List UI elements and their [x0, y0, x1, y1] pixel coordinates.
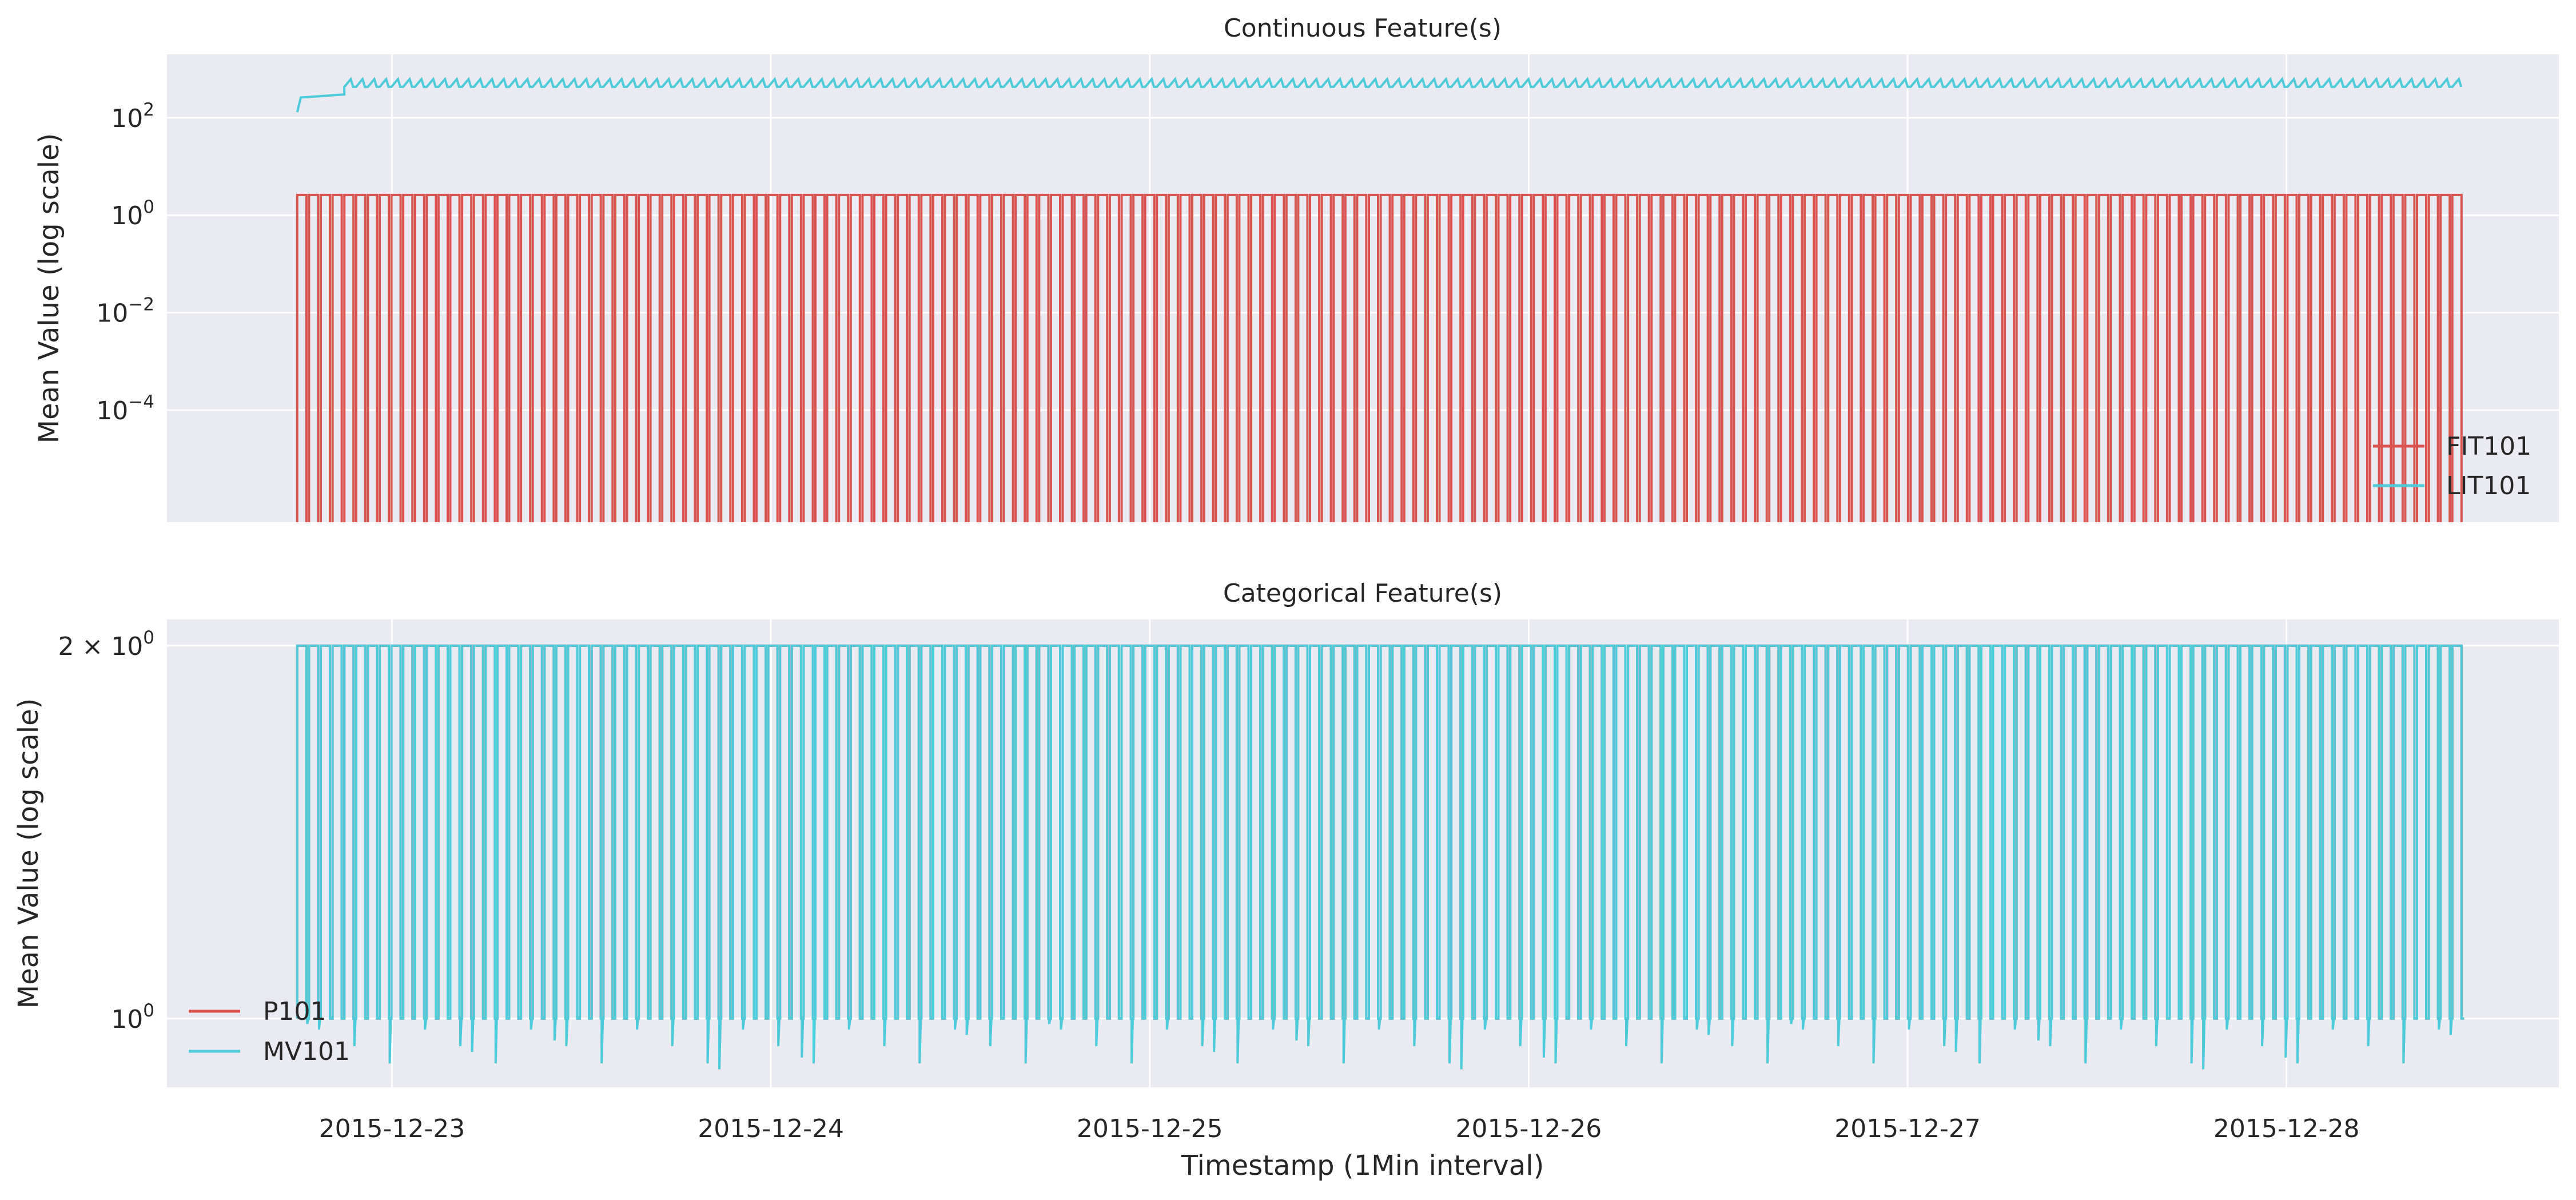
- continuous-panel: 102 100 10−2 10−4 Continuous Feature(s) Mea…: [33, 14, 2559, 522]
- x-tick-label: 2015-12-23: [319, 1114, 465, 1143]
- x-tick-label: 2015-12-27: [1834, 1114, 1981, 1143]
- legend-item-lit101: LIT101: [2373, 471, 2531, 500]
- y-tick-label: 10−2: [96, 295, 154, 328]
- legend-item-fit101: FIT101: [2373, 432, 2531, 461]
- legend-label-lit101: LIT101: [2446, 471, 2531, 500]
- y-tick-label: 10−4: [96, 392, 154, 426]
- categorical-legend: P101 MV101: [189, 997, 350, 1066]
- x-tick-label: 2015-12-28: [2213, 1114, 2360, 1143]
- y-tick-label: 100: [111, 1000, 154, 1034]
- categorical-x-tick-labels: 2015-12-23 2015-12-24 2015-12-25 2015-12-26…: [319, 1114, 2360, 1143]
- legend-label-mv101: MV101: [263, 1037, 350, 1066]
- continuous-title: Continuous Feature(s): [1224, 14, 1502, 43]
- x-axis-label: Timestamp (1Min interval): [1181, 1150, 1544, 1182]
- y-tick-label: 100: [111, 197, 154, 231]
- legend-label-p101: P101: [263, 997, 327, 1026]
- x-tick-label: 2015-12-24: [698, 1114, 844, 1143]
- continuous-lines: [296, 77, 2463, 522]
- categorical-y-axis-label: Mean Value (log scale): [13, 698, 45, 1009]
- y-tick-label: 2 × 100: [58, 627, 154, 661]
- continuous-legend: FIT101 LIT101: [2373, 432, 2531, 500]
- continuous-y-axis-label: Mean Value (log scale): [33, 133, 65, 444]
- categorical-y-tick-labels: 2 × 100 100: [58, 627, 154, 1034]
- series-line-mv101: [296, 644, 2464, 1070]
- series-line-lit101: [296, 77, 2463, 113]
- x-tick-label: 2015-12-26: [1456, 1114, 1602, 1143]
- categorical-title: Categorical Feature(s): [1223, 579, 1502, 608]
- legend-label-fit101: FIT101: [2446, 432, 2531, 461]
- x-tick-label: 2015-12-25: [1077, 1114, 1223, 1143]
- series-line-fit101: [296, 193, 2463, 522]
- categorical-plot-area: [167, 619, 2559, 1087]
- y-tick-label: 102: [111, 100, 154, 133]
- continuous-plot-area: [167, 54, 2559, 522]
- legend-item-mv101: MV101: [189, 1037, 350, 1066]
- continuous-y-tick-labels: 102 100 10−2 10−4: [96, 100, 154, 426]
- legend-item-p101: P101: [189, 997, 327, 1026]
- categorical-lines: [296, 644, 2464, 1070]
